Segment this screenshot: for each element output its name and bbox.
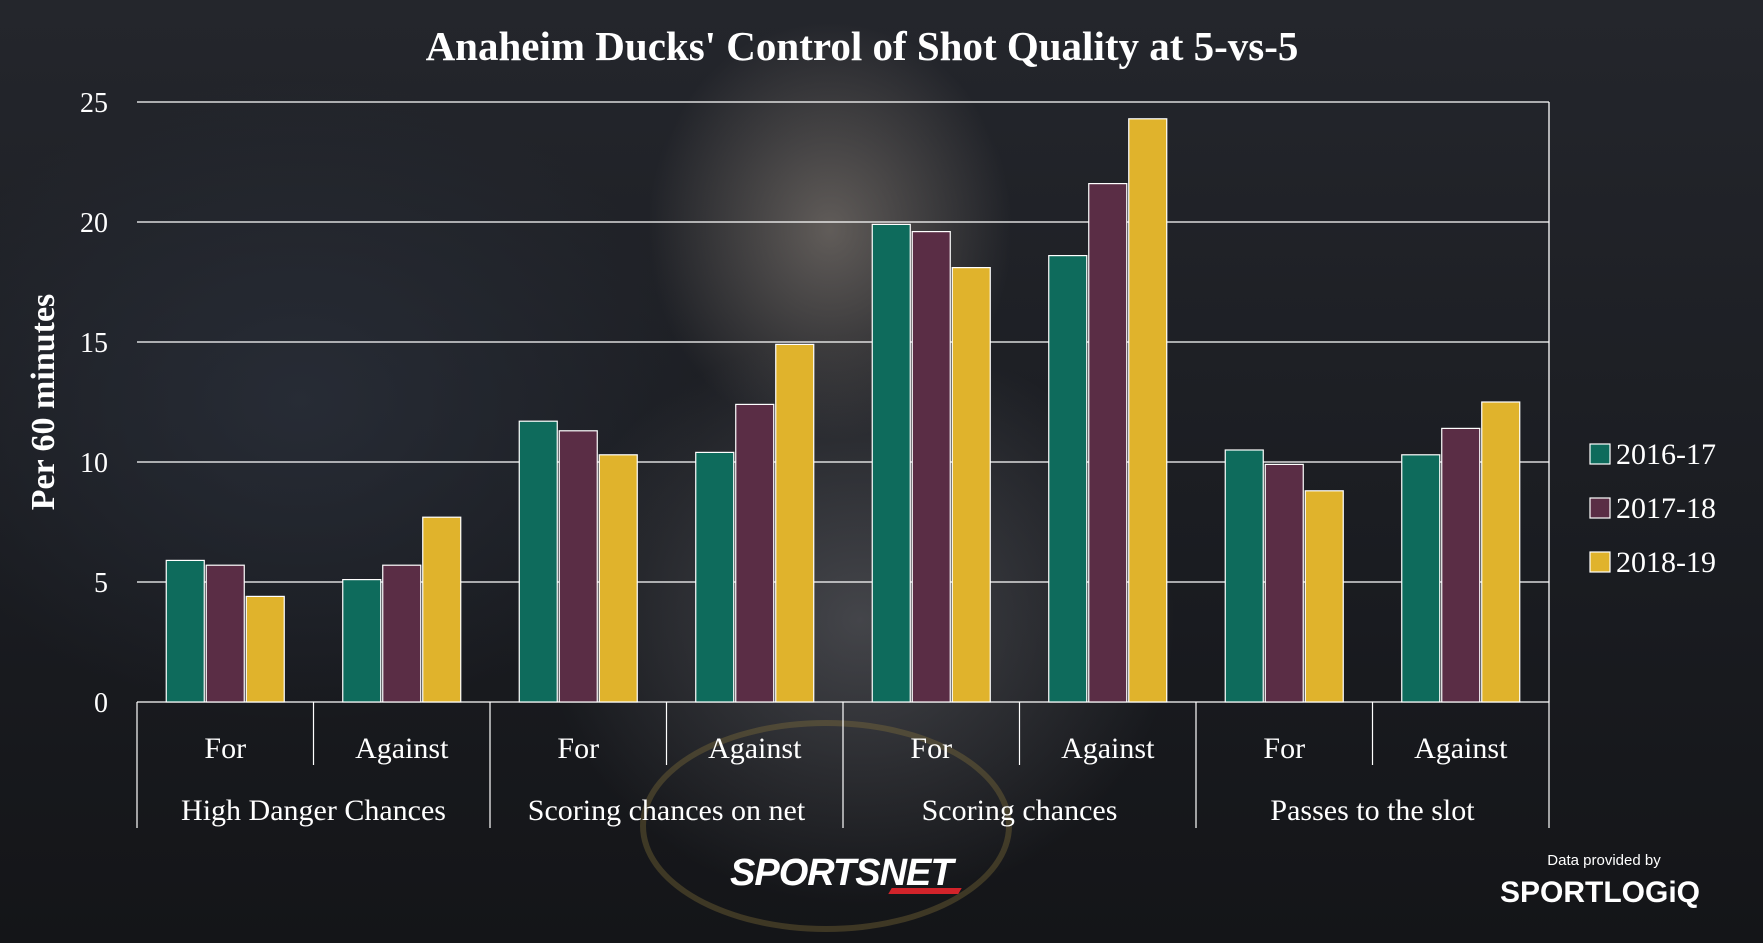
bar [598, 454, 638, 703]
x-tick-label: For [204, 732, 246, 765]
x-tick-label: For [910, 732, 952, 765]
x-tick-label: Against [708, 732, 802, 765]
axes-layer: 0 5 10 15 20 25 [80, 88, 1550, 828]
bar [342, 578, 382, 703]
sportsnet-swoosh-icon [888, 888, 962, 894]
x-tick-label: For [557, 732, 599, 765]
x-tick-label: Against [1414, 732, 1508, 765]
bar [558, 430, 598, 703]
y-tick-label: 25 [80, 88, 108, 119]
bar [735, 403, 775, 703]
legend-swatch [1589, 551, 1611, 573]
x-tick-label: Against [355, 732, 449, 765]
bar [871, 223, 911, 703]
legend: 2016-17 2017-18 2018-19 [1589, 438, 1716, 579]
group-label: High Danger Chances [181, 794, 446, 827]
legend-label: 2016-17 [1616, 438, 1716, 471]
legend-label: 2018-19 [1616, 546, 1716, 579]
bars-layer [165, 118, 1521, 703]
bar [951, 267, 991, 703]
bar [1304, 490, 1344, 703]
y-axis-label: Per 60 minutes [25, 294, 62, 511]
group-label: Scoring chances on net [528, 794, 806, 827]
bar [775, 343, 815, 703]
bar [422, 516, 462, 703]
sportsnet-logo: SPORTSNET [730, 852, 954, 894]
bar [1401, 454, 1441, 703]
y-tick-label: 15 [80, 328, 108, 359]
bar [205, 564, 245, 703]
legend-swatch [1589, 443, 1611, 465]
bar [1264, 463, 1304, 703]
x-tick-label: Against [1061, 732, 1155, 765]
bar [1048, 255, 1088, 703]
y-tick-label: 0 [94, 688, 108, 719]
sportlogiq-logo: SPORTLOGiQ [1500, 876, 1701, 909]
ducks-logo-decoration [640, 720, 1012, 932]
bar [1088, 183, 1128, 703]
x-axis-labels: For Against For Against For Against For Against… [181, 732, 1508, 827]
bar [1224, 449, 1264, 703]
bar [245, 595, 285, 703]
bar [695, 451, 735, 703]
bar [911, 231, 951, 703]
y-tick-label: 10 [80, 448, 108, 479]
bar [1128, 118, 1168, 703]
bar [1481, 401, 1521, 703]
bar [518, 420, 558, 703]
data-credit-text: Data provided by [1547, 852, 1661, 869]
bar [382, 564, 422, 703]
bar [1441, 427, 1481, 703]
group-label: Scoring chances [922, 794, 1118, 827]
y-tick-label: 5 [94, 568, 108, 599]
group-label: Passes to the slot [1270, 794, 1475, 827]
chart-title: Anaheim Ducks' Control of Shot Quality a… [426, 23, 1299, 69]
legend-label: 2017-18 [1616, 492, 1716, 525]
x-tick-label: For [1263, 732, 1305, 765]
y-tick-label: 20 [80, 208, 108, 239]
bar [165, 559, 205, 703]
legend-swatch [1589, 497, 1611, 519]
